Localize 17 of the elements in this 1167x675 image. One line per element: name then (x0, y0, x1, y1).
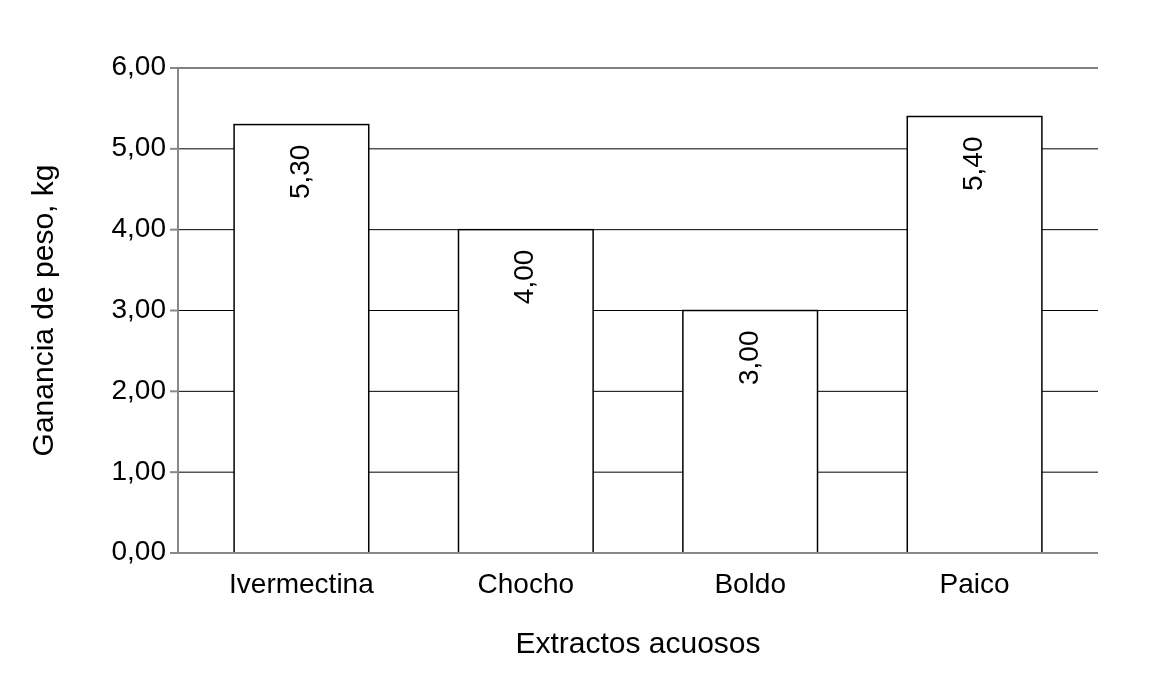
x-tick-label: Ivermectina (229, 568, 375, 599)
x-tick-label: Paico (939, 568, 1010, 599)
y-tick-label: 5,00 (111, 131, 166, 163)
x-tick-label: Boldo (714, 568, 787, 599)
y-tick-label: 0,00 (111, 535, 166, 567)
y-axis-title: Ganancia de peso, kg (26, 164, 59, 457)
x-axis-title: Extractos acuosos (515, 626, 761, 659)
y-tick-label: 4,00 (111, 212, 166, 244)
data-label: 3,00 (732, 330, 764, 385)
y-tick-label: 6,00 (111, 50, 166, 82)
x-tick-label: Chocho (477, 568, 575, 599)
data-label: 5,40 (956, 136, 988, 191)
data-label: 5,30 (283, 144, 315, 200)
y-tick-label: 1,00 (111, 454, 166, 486)
data-label: 4,00 (508, 249, 540, 305)
y-tick-label: 3,00 (111, 292, 166, 324)
y-tick-label: 2,00 (111, 373, 166, 405)
